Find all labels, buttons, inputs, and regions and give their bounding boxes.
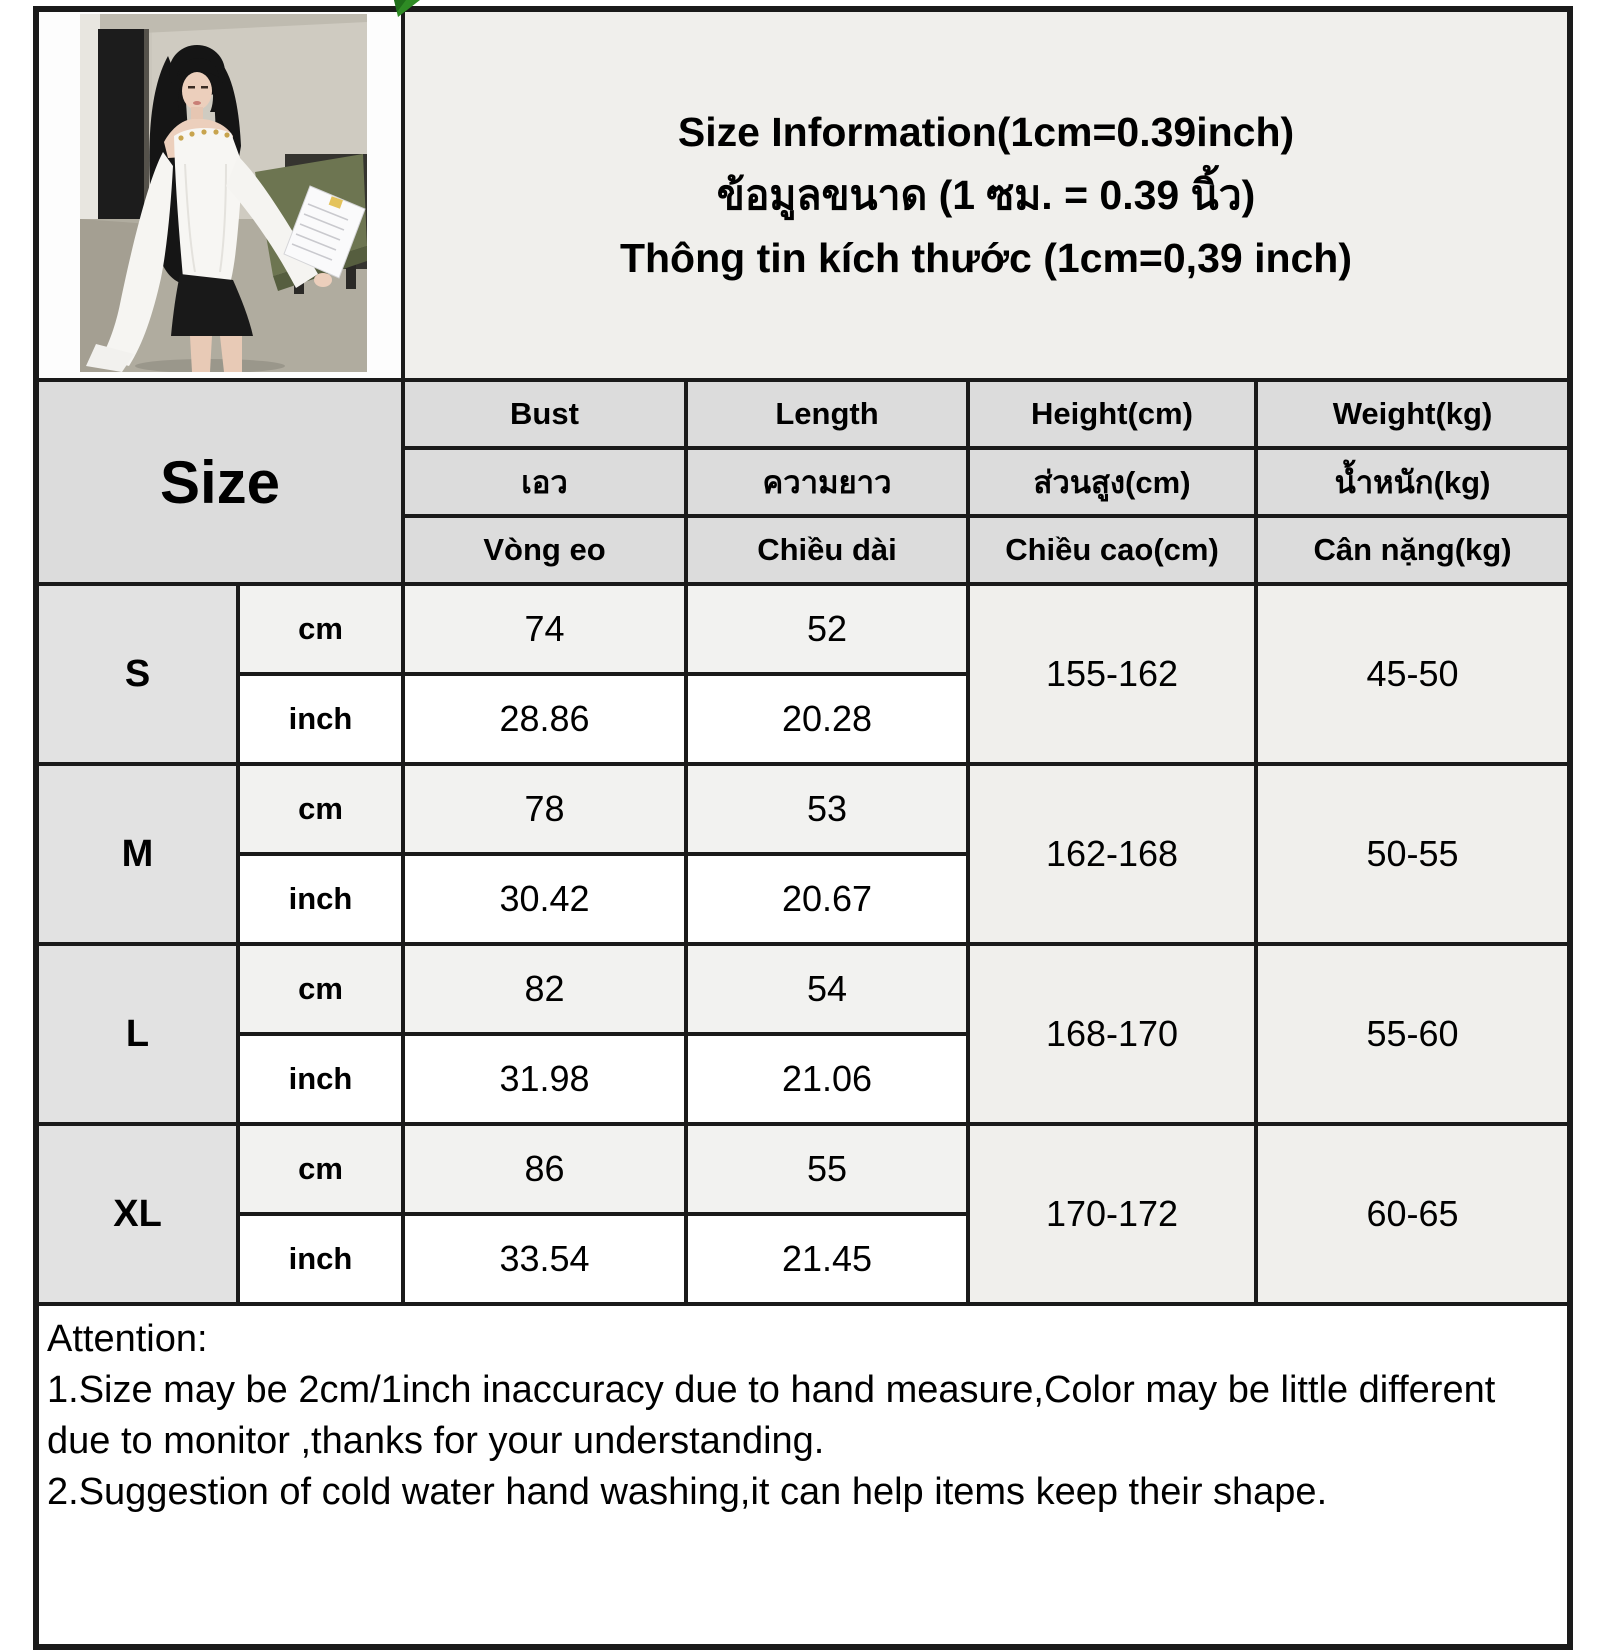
unit-label-cm: cm [236, 1122, 405, 1216]
value-l-bust-inch: 31.98 [401, 1032, 688, 1126]
col-header-bust-vi: Vòng eo [401, 514, 688, 586]
value-m-weight: 50-55 [1254, 762, 1572, 946]
table-row-m-cm: M cm 78 53 162-168 50-55 [34, 762, 1572, 946]
value-xl-length-inch: 21.45 [684, 1212, 970, 1306]
value-l-bust-cm: 82 [401, 942, 688, 1036]
size-label-xl: XL [34, 1122, 240, 1306]
value-l-height: 168-170 [966, 942, 1258, 1126]
col-header-height-en: Height(cm) [966, 378, 1258, 450]
value-l-weight: 55-60 [1254, 942, 1572, 1126]
attention-row: Attention: 1.Size may be 2cm/1inch inacc… [34, 1302, 1572, 1649]
header-row-vi: Vòng eo Chiều dài Chiều cao(cm) Cân nặng… [36, 514, 1572, 586]
size-chart-table: Size Information(1cm=0.39inch) ข้อมูลขนา… [33, 6, 1573, 1650]
col-header-height-th: ส่วนสูง(cm) [966, 446, 1258, 518]
table-row-s-inch: inch 28.86 20.28 [36, 672, 1570, 766]
table-row-xl-inch: inch 33.54 21.45 [36, 1212, 1570, 1306]
unit-label-inch: inch [236, 672, 405, 766]
unit-label-cm: cm [236, 942, 405, 1036]
unit-label-inch: inch [236, 852, 405, 946]
size-label-l: L [34, 942, 240, 1126]
unit-label-inch: inch [236, 1032, 405, 1126]
table-row-m-inch: inch 30.42 20.67 [36, 852, 1570, 946]
unit-label-cm: cm [236, 762, 405, 856]
product-photo [34, 7, 405, 382]
col-header-bust-th: เอว [401, 446, 688, 518]
value-m-bust-inch: 30.42 [401, 852, 688, 946]
value-s-length-cm: 52 [684, 582, 970, 676]
table-row-xl-cm: XL cm 86 55 170-172 60-65 [34, 1122, 1572, 1306]
value-s-weight: 45-50 [1254, 582, 1572, 766]
value-xl-weight: 60-65 [1254, 1122, 1572, 1306]
corner-flag-icon [392, 0, 420, 17]
unit-label-inch: inch [236, 1212, 405, 1306]
title-thai: ข้อมูลขนาด (1 ซม. = 0.39 นิ้ว) [716, 171, 1256, 218]
value-m-length-cm: 53 [684, 762, 970, 856]
attention-note-1: 1.Size may be 2cm/1inch inaccuracy due t… [47, 1369, 1496, 1462]
header-row-th: เอว ความยาว ส่วนสูง(cm) น้ำหนัก(kg) [36, 446, 1572, 518]
product-photo-illustration [80, 14, 367, 372]
size-column-header: Size [34, 378, 405, 586]
size-information-title: Size Information(1cm=0.39inch) ข้อมูลขนา… [401, 7, 1572, 382]
table-row-l-cm: L cm 82 54 168-170 55-60 [34, 942, 1572, 1126]
col-header-weight-vi: Cân nặng(kg) [1254, 514, 1572, 586]
size-label-s: S [34, 582, 240, 766]
header-row-en: Size Bust Length Height(cm) Weight(kg) [34, 378, 1572, 586]
value-xl-length-cm: 55 [684, 1122, 970, 1216]
col-header-weight-en: Weight(kg) [1254, 378, 1572, 450]
value-l-length-cm: 54 [684, 942, 970, 1036]
col-header-height-vi: Chiều cao(cm) [966, 514, 1258, 586]
unit-label-cm: cm [236, 582, 405, 676]
col-header-weight-th: น้ำหนัก(kg) [1254, 446, 1572, 518]
value-m-length-inch: 20.67 [684, 852, 970, 946]
attention-heading: Attention: [47, 1318, 208, 1360]
value-xl-bust-cm: 86 [401, 1122, 688, 1216]
value-s-length-inch: 20.28 [684, 672, 970, 766]
value-s-bust-cm: 74 [401, 582, 688, 676]
attention-section: Attention: 1.Size may be 2cm/1inch inacc… [34, 1302, 1572, 1649]
value-xl-bust-inch: 33.54 [401, 1212, 688, 1306]
col-header-length-vi: Chiều dài [684, 514, 970, 586]
title-english: Size Information(1cm=0.39inch) [677, 108, 1295, 155]
attention-note-2: 2.Suggestion of cold water hand washing,… [47, 1471, 1328, 1513]
value-xl-height: 170-172 [966, 1122, 1258, 1306]
table-row-l-inch: inch 31.98 21.06 [36, 1032, 1570, 1126]
value-s-height: 155-162 [966, 582, 1258, 766]
col-header-length-en: Length [684, 378, 970, 450]
title-vietnamese: Thông tin kích thước (1cm=0,39 inch) [619, 234, 1353, 281]
size-label-m: M [34, 762, 240, 946]
col-header-bust-en: Bust [401, 378, 688, 450]
value-m-height: 162-168 [966, 762, 1258, 946]
value-m-bust-cm: 78 [401, 762, 688, 856]
value-l-length-inch: 21.06 [684, 1032, 970, 1126]
value-s-bust-inch: 28.86 [401, 672, 688, 766]
top-row: Size Information(1cm=0.39inch) ข้อมูลขนา… [34, 7, 1572, 382]
col-header-length-th: ความยาว [684, 446, 970, 518]
table-row-s-cm: S cm 74 52 155-162 45-50 [34, 582, 1572, 766]
